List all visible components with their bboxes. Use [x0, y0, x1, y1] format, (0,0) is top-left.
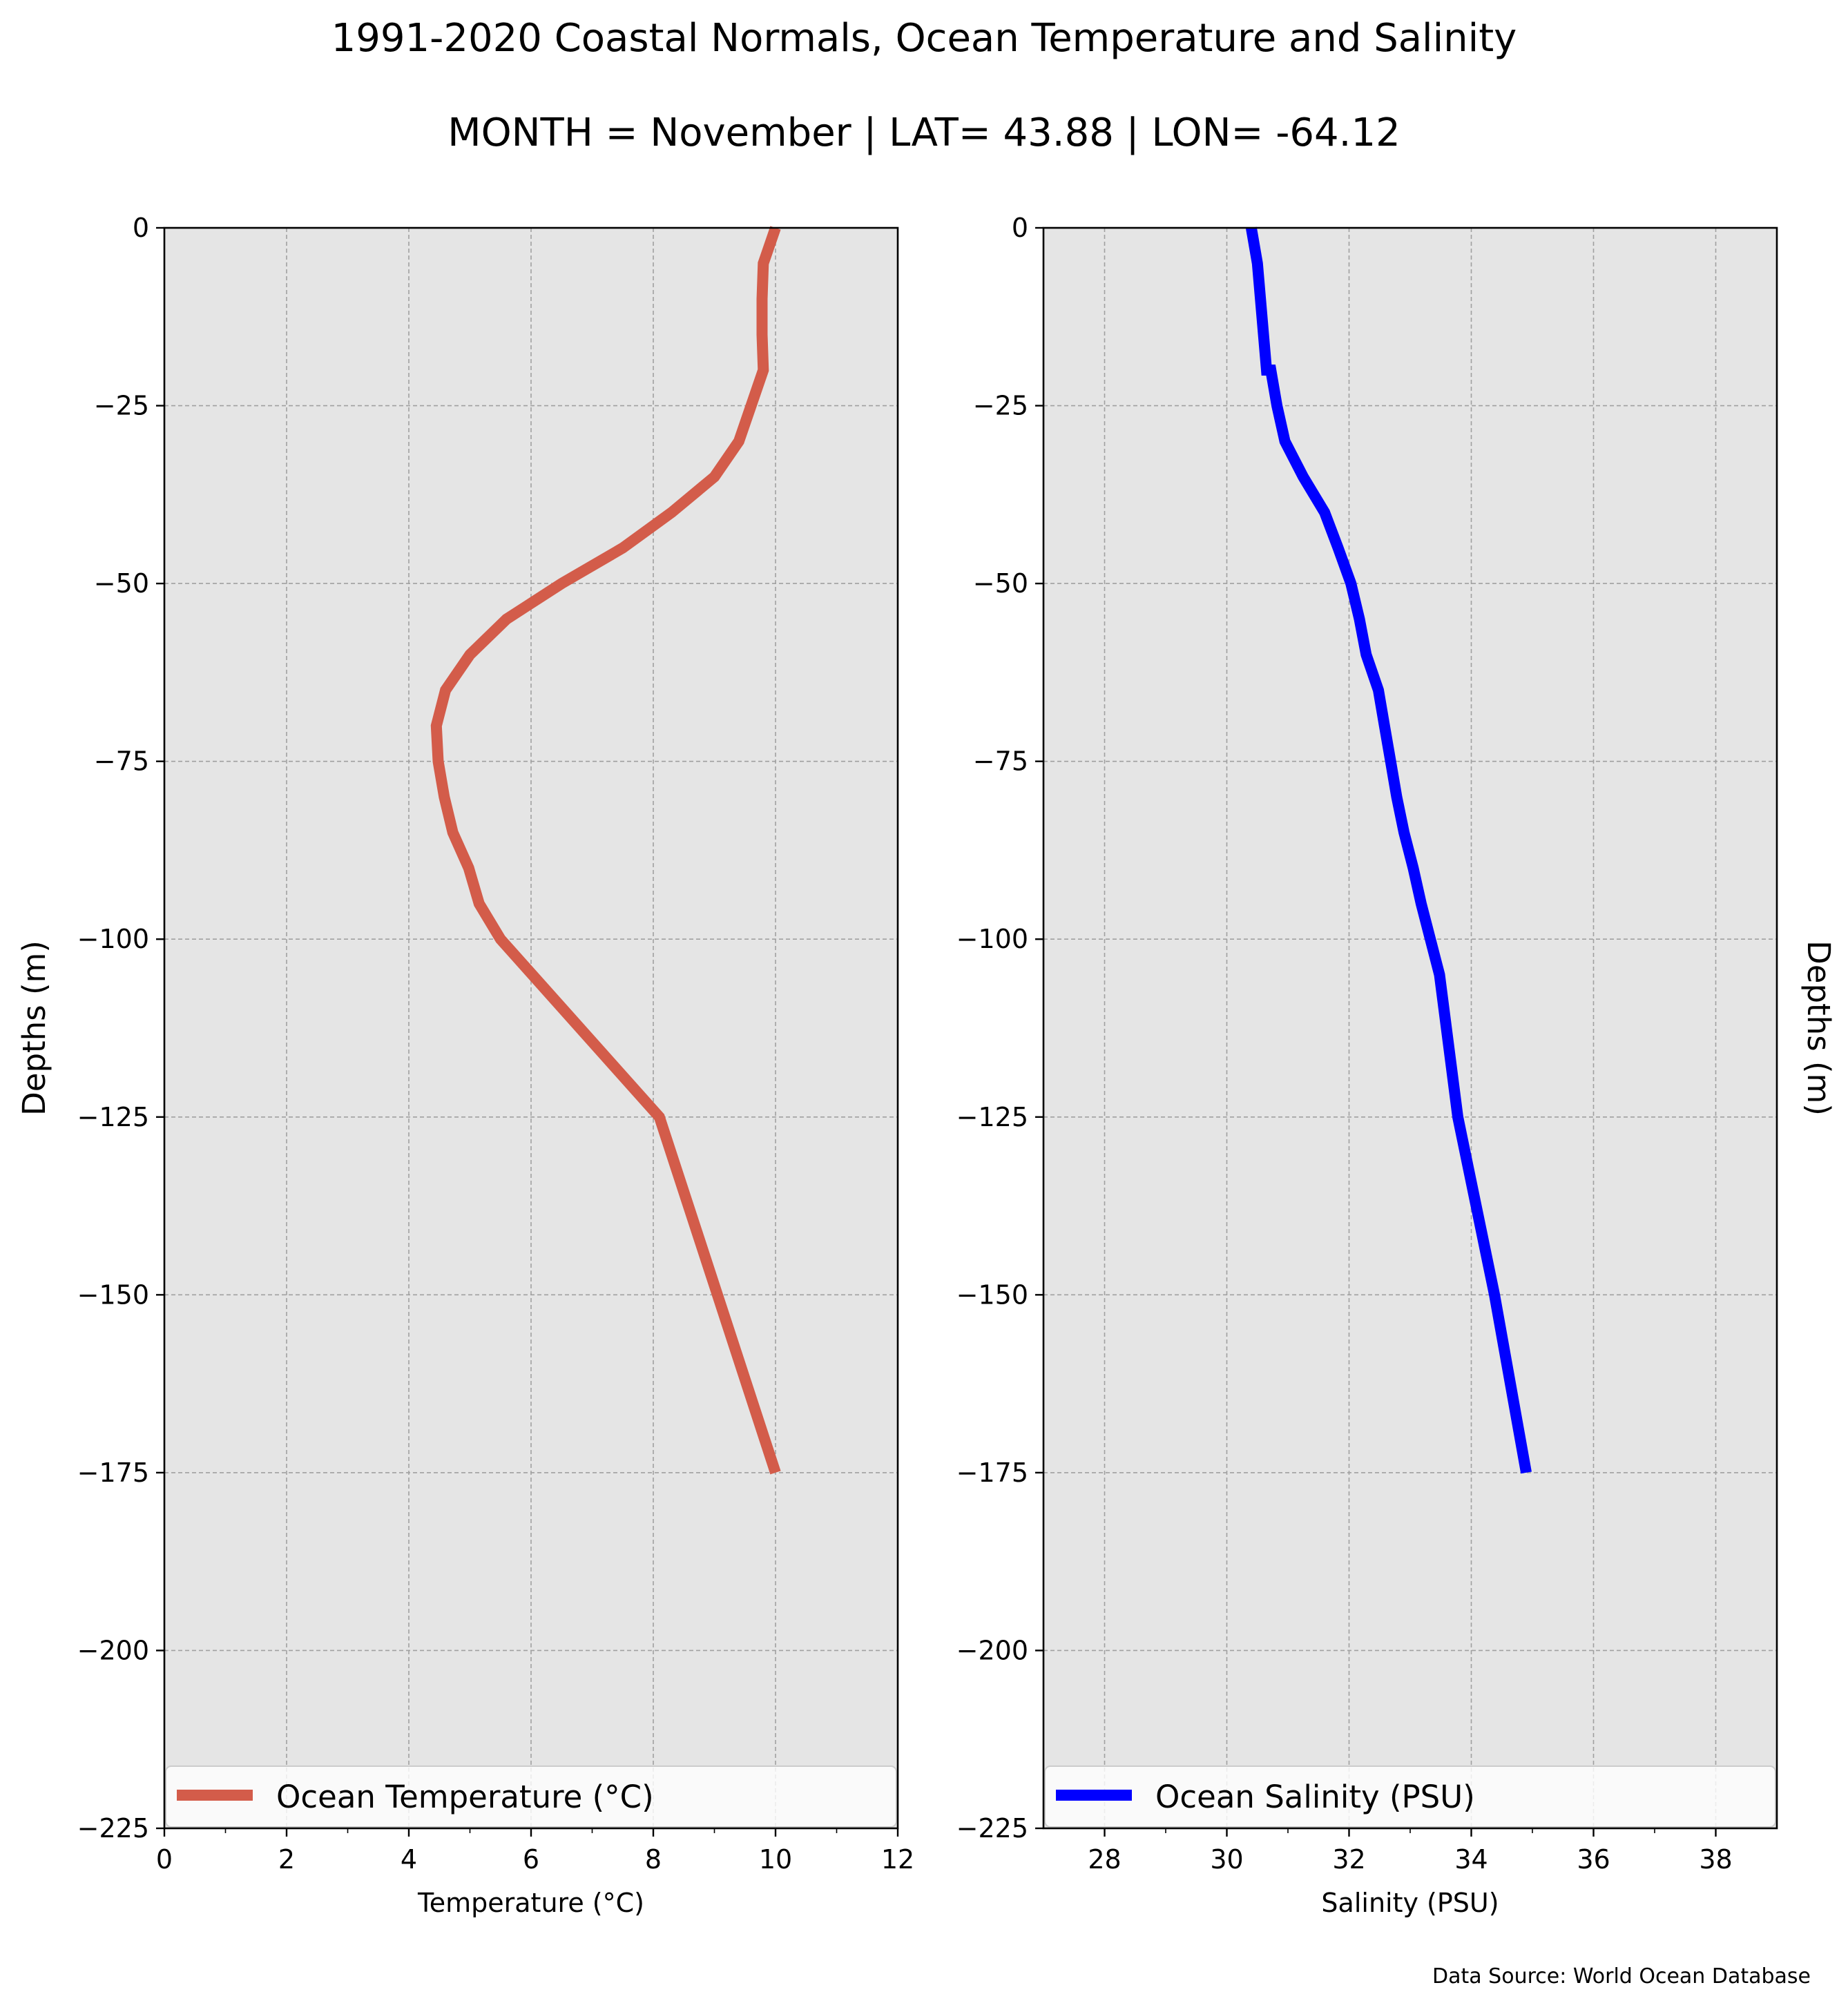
salinity-y-tick-label: −25 [973, 391, 1028, 421]
salinity-x-tick-label: 34 [1454, 1844, 1488, 1875]
temperature-y-tick-label: −200 [77, 1635, 149, 1665]
source-note: Data Source: World Ocean Database [1432, 1964, 1811, 1989]
temperature-y-tick-label: −225 [77, 1813, 149, 1844]
temperature-y-tick-label: 0 [133, 213, 149, 243]
salinity-y-axis-label: Depths (m) [1800, 940, 1837, 1116]
salinity-panel: Ocean Salinity (PSU) 28 30 32 34 36 38 0 −25 −50… [956, 213, 1837, 1918]
salinity-x-tick-label: 36 [1577, 1844, 1610, 1875]
temperature-y-tick-label: −75 [94, 746, 149, 777]
chart-title: 1991-2020 Coastal Normals, Ocean Tempera… [331, 16, 1517, 61]
salinity-y-tick-label: 0 [1012, 213, 1028, 243]
temperature-x-tick-label: 12 [881, 1844, 914, 1875]
temperature-line-layer [430, 226, 781, 1475]
temperature-legend: Ocean Temperature (°C) [165, 1765, 897, 1828]
temperature-x-tick-label: 6 [523, 1844, 539, 1875]
salinity-plot-area [1043, 228, 1777, 1828]
chart-subtitle: MONTH = November | LAT= 43.88 | LON= -64… [447, 110, 1401, 155]
temperature-y-tick-label: −175 [77, 1458, 149, 1488]
temperature-y-tick-label: −100 [77, 924, 149, 954]
temperature-gridlines [164, 228, 898, 1828]
salinity-y-tick-label: −175 [956, 1458, 1028, 1488]
temperature-x-tick-label: 8 [645, 1844, 662, 1875]
temperature-x-axis-label: Temperature (°C) [417, 1888, 644, 1918]
salinity-y-tick-label: −125 [956, 1102, 1028, 1132]
salinity-series-line [1246, 226, 1532, 1474]
salinity-x-tick-label: 30 [1210, 1844, 1243, 1875]
temperature-panel: Ocean Temperature (°C) 0 2 4 6 8 10 12 0 −25 −50 −… [16, 213, 914, 1918]
temperature-ticks: 0 2 4 6 8 10 12 0 −25 −50 −75 −100 −125 −150 −175 −200 −… [77, 213, 915, 1875]
temperature-series-line [430, 226, 781, 1475]
temperature-x-tick-label: 2 [278, 1844, 295, 1875]
salinity-x-tick-label: 32 [1332, 1844, 1365, 1875]
salinity-y-tick-label: −225 [956, 1813, 1028, 1844]
temperature-y-tick-label: −25 [94, 391, 149, 421]
salinity-y-tick-label: −75 [973, 746, 1028, 777]
temperature-x-tick-label: 0 [156, 1844, 173, 1875]
salinity-x-tick-label: 28 [1088, 1844, 1121, 1875]
temperature-y-tick-label: −50 [94, 568, 149, 599]
temperature-y-axis-label: Depths (m) [16, 940, 52, 1116]
temperature-x-tick-label: 10 [759, 1844, 792, 1875]
salinity-line-layer [1246, 226, 1532, 1474]
temperature-legend-label: Ocean Temperature (°C) [276, 1779, 654, 1815]
salinity-y-tick-label: −100 [956, 924, 1028, 954]
salinity-gridlines [1043, 228, 1777, 1828]
temperature-legend-box [165, 1765, 897, 1828]
salinity-legend-label: Ocean Salinity (PSU) [1155, 1779, 1475, 1815]
temperature-x-tick-label: 4 [401, 1844, 417, 1875]
salinity-legend-box [1044, 1765, 1776, 1828]
salinity-x-axis-label: Salinity (PSU) [1321, 1888, 1499, 1918]
salinity-x-tick-label: 38 [1699, 1844, 1732, 1875]
temperature-y-tick-label: −125 [77, 1102, 149, 1132]
salinity-y-tick-label: −200 [956, 1635, 1028, 1665]
salinity-ticks: 28 30 32 34 36 38 0 −25 −50 −75 −100 −125 −150 −175 −2… [956, 213, 1733, 1875]
salinity-y-tick-label: −150 [956, 1279, 1028, 1310]
salinity-y-tick-label: −50 [973, 568, 1028, 599]
salinity-legend: Ocean Salinity (PSU) [1044, 1765, 1776, 1828]
temperature-y-tick-label: −150 [77, 1279, 149, 1310]
